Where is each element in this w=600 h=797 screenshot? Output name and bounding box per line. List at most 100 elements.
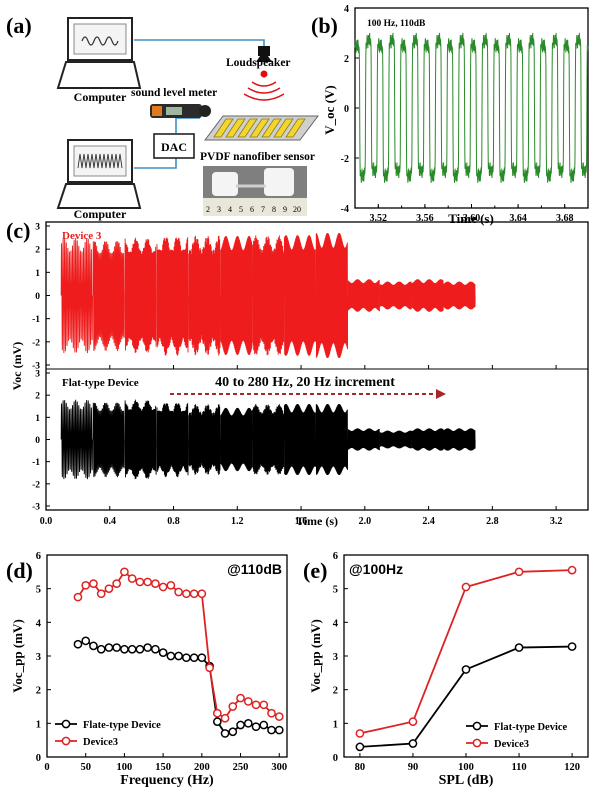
data-point — [243, 718, 253, 728]
data-point — [228, 727, 238, 737]
data-point — [259, 720, 269, 730]
y-tick-label: 4 — [344, 4, 349, 15]
signal-segment — [443, 281, 476, 310]
data-point — [236, 720, 245, 730]
y-tick-label: 1 — [333, 719, 338, 730]
ruler-digit: 7 — [261, 205, 265, 214]
signal-segment — [220, 236, 253, 355]
x-tick-label: 3.2 — [550, 516, 563, 527]
y-tick-label: 5 — [333, 585, 338, 596]
data-point — [96, 589, 106, 599]
signal-segment — [315, 404, 349, 475]
chart-e: 80 90 100 110 120 0 1 2 3 4 5 6 Flat-type Device Devi… — [308, 551, 589, 788]
data-point — [182, 589, 191, 599]
data-point — [127, 574, 137, 583]
data-point — [267, 725, 276, 735]
data-point — [182, 653, 191, 663]
computer-bottom-label: Computer — [74, 207, 127, 221]
signal-segment — [60, 399, 93, 480]
y-tick-label: 4 — [36, 618, 42, 629]
signal-segment — [156, 403, 189, 478]
panel-label-c: (c) — [6, 218, 30, 243]
y-tick-label: 0 — [35, 292, 40, 302]
x-tick-label: 2.8 — [486, 516, 499, 527]
data-point — [89, 641, 98, 651]
data-point — [212, 717, 222, 727]
data-point — [408, 717, 418, 727]
signal-segment — [283, 404, 317, 475]
signal-segment — [379, 281, 412, 310]
signal-segment — [92, 402, 125, 478]
y-tick-label: 3 — [35, 223, 40, 233]
data-point — [112, 579, 122, 588]
data-point — [220, 729, 230, 738]
y-axis-label: Voc (mV) — [10, 342, 24, 391]
signal-segment — [251, 235, 285, 356]
x-tick-label: 2.4 — [422, 516, 435, 527]
sensor-label: PVDF nanofiber sensor — [200, 151, 315, 163]
data-point — [151, 579, 160, 588]
signal-segment — [347, 279, 380, 312]
data-point — [514, 567, 524, 577]
x-tick-label: 150 — [155, 762, 171, 773]
x-tick-label: 50 — [80, 762, 91, 773]
legend-marker — [472, 721, 482, 731]
x-tick-label: 0.4 — [104, 516, 117, 527]
y-tick-label: 1 — [36, 719, 41, 730]
panel-label-d: (d) — [6, 558, 33, 583]
ruler-digit: 5 — [239, 205, 243, 214]
y-tick-label: -3 — [32, 362, 40, 372]
data-point — [112, 643, 122, 652]
data-point — [189, 653, 199, 663]
x-tick-label: 3.68 — [556, 213, 574, 224]
ruler-digit: 3 — [217, 205, 221, 214]
x-axis-label: Frequency (Hz) — [120, 773, 214, 788]
y-tick-label: -1 — [32, 315, 40, 325]
panel-label-e: (e) — [303, 558, 327, 583]
data-point — [120, 567, 129, 577]
data-point — [104, 584, 114, 594]
data-point — [127, 644, 137, 654]
y-tick-label: -2 — [341, 154, 349, 165]
cable-dac — [175, 117, 200, 133]
x-tick-label: 0 — [44, 762, 49, 773]
ruler-digit: 8 — [272, 205, 276, 214]
x-tick-label: 1.6 — [295, 516, 308, 527]
x-tick-label: 120 — [564, 762, 580, 773]
signal-segment — [411, 279, 444, 312]
y-tick-label: 6 — [333, 551, 338, 562]
data-point — [567, 642, 577, 651]
panel-label-b: (b) — [311, 13, 338, 38]
signal-segment — [156, 237, 189, 356]
y-tick-label: -3 — [32, 503, 40, 513]
data-point — [104, 643, 114, 652]
data-point — [408, 739, 418, 748]
pvdf-sensor-icon — [204, 115, 319, 141]
data-point — [89, 579, 98, 588]
signal-segment — [411, 428, 444, 451]
data-point — [73, 592, 83, 602]
dac-box — [153, 133, 195, 159]
chart-title: @110dB — [227, 561, 282, 577]
legend-label: Device3 — [83, 737, 118, 748]
signal-segment — [124, 237, 157, 353]
y-axis-label: Voc_pp (mV) — [10, 619, 25, 693]
y-tick-label: 3 — [35, 370, 40, 380]
signal-segment — [220, 407, 253, 472]
x-tick-label: 100 — [117, 762, 133, 773]
x-tick-label: 80 — [355, 762, 366, 773]
x-tick-label: 3.60 — [463, 213, 481, 224]
data-point — [158, 648, 168, 657]
sound-level-meter-icon — [150, 104, 211, 118]
legend-label: Flate-type Device — [83, 720, 161, 731]
data-point — [158, 582, 168, 592]
data-point — [220, 713, 230, 723]
y-tick-label: 2 — [344, 54, 349, 65]
data-point — [81, 580, 91, 590]
y-tick-label: 2 — [35, 246, 40, 256]
data-point — [251, 700, 261, 710]
y-axis-label: Voc_pp (mV) — [308, 619, 323, 693]
y-tick-label: -2 — [32, 338, 40, 348]
signal-segment — [251, 404, 285, 475]
